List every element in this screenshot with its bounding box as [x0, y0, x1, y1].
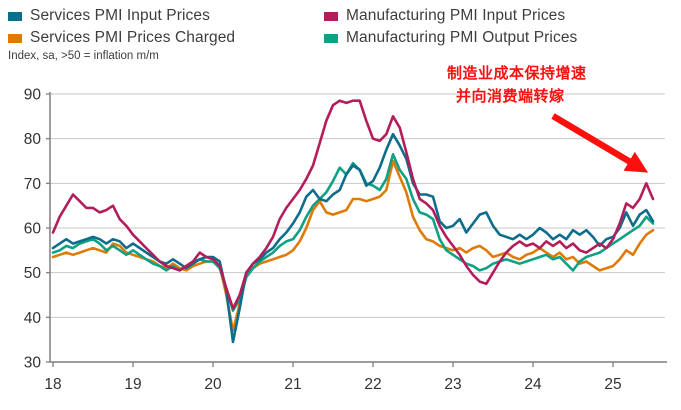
y-tick-label: 90: [24, 87, 42, 104]
legend-item-0: Services PMI Input Prices: [8, 5, 320, 27]
chart-line-manufacturing-pmi-output-prices: [51, 153, 655, 312]
y-tick-label: 80: [24, 131, 42, 148]
legend-swatch-icon: [8, 33, 22, 43]
x-tick-label: 18: [44, 376, 61, 393]
x-tick-label: 19: [124, 376, 141, 393]
annotation-arrow: [551, 113, 649, 173]
legend-swatch-icon: [324, 11, 338, 21]
y-tick-label: 70: [24, 176, 42, 193]
y-tick-label: 30: [24, 355, 42, 372]
legend-item-1: Manufacturing PMI Input Prices: [324, 5, 577, 27]
chart-legend: Services PMI Input Prices Manufacturing P…: [8, 5, 577, 49]
annotation-arrow-shaft: [551, 113, 649, 173]
x-tick-label: 21: [284, 376, 301, 393]
x-tick-label: 20: [204, 376, 222, 393]
x-tick-label: 25: [604, 376, 621, 393]
y-tick-label: 40: [24, 310, 42, 327]
legend-item-3: Manufacturing PMI Output Prices: [324, 27, 577, 49]
legend-swatch-icon: [8, 11, 22, 21]
y-tick-label: 60: [24, 221, 42, 238]
x-tick-label: 23: [444, 376, 461, 393]
chart-line-services-pmi-input-prices: [51, 132, 655, 344]
legend-label: Services PMI Prices Charged: [30, 29, 236, 46]
x-tick-label: 22: [364, 376, 381, 393]
annotation-text-line1: 制造业成本保持增速: [447, 65, 587, 82]
x-tick-label: 24: [524, 376, 542, 393]
annotation-text-line2: 并向消费端转嫁: [456, 88, 565, 105]
y-tick-label: 50: [24, 265, 42, 282]
legend-label: Manufacturing PMI Input Prices: [346, 7, 566, 24]
chart-line-services-pmi-prices-charged: [51, 159, 655, 333]
legend-label: Manufacturing PMI Output Prices: [346, 29, 578, 46]
legend-label: Services PMI Input Prices: [30, 7, 210, 24]
chart-subtitle: Index, sa, >50 = inflation m/m: [8, 50, 159, 62]
chart-line-manufacturing-pmi-input-prices: [51, 99, 655, 310]
legend-item-2: Services PMI Prices Charged: [8, 27, 320, 49]
legend-swatch-icon: [324, 33, 338, 43]
